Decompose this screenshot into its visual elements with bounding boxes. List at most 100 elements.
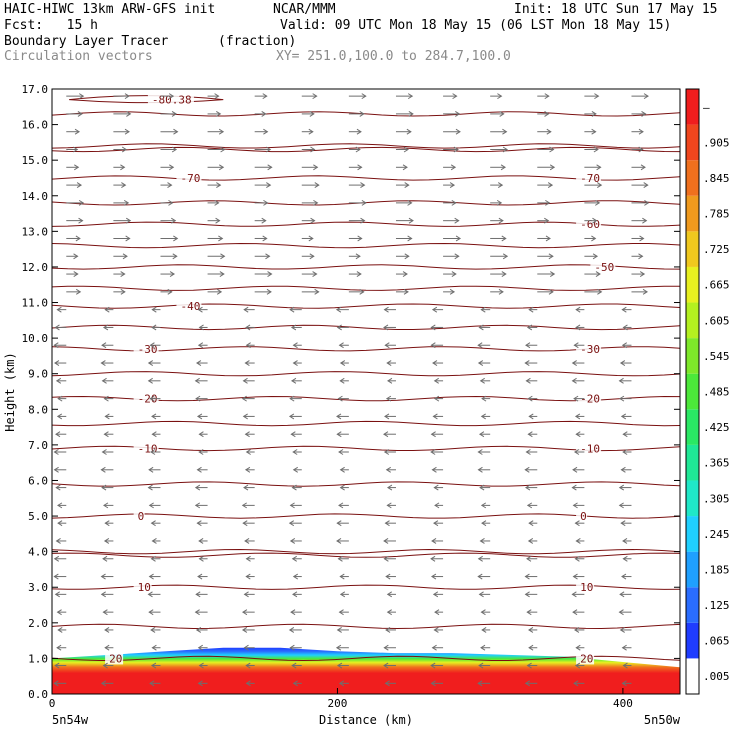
circulation-vector (195, 395, 208, 402)
vector-head (151, 538, 157, 544)
vector-head (266, 182, 272, 189)
vector-head (292, 591, 298, 598)
vector-head (403, 146, 409, 153)
circulation-vector (241, 395, 255, 402)
circulation-vector (537, 217, 550, 224)
vector-head (524, 360, 530, 366)
circulation-vector (160, 217, 177, 224)
vector-head (220, 253, 226, 260)
circulation-vector (434, 609, 444, 616)
circulation-vector (338, 680, 349, 687)
vector-head (168, 93, 175, 100)
circulation-vector (244, 538, 255, 544)
vector-head (339, 573, 345, 580)
vector-head (53, 449, 59, 455)
circulation-vector (348, 146, 361, 153)
vector-head (622, 431, 628, 438)
vector-head (262, 235, 268, 242)
circulation-vector (289, 644, 302, 651)
circulation-vector (151, 413, 161, 420)
contour-label-bg (576, 342, 602, 355)
vector-head (53, 573, 59, 580)
vector-head (338, 680, 345, 687)
vector-head (619, 395, 625, 402)
circulation-vector (618, 484, 632, 491)
vector-head (359, 110, 365, 117)
circulation-vector (207, 199, 220, 206)
vector-head (477, 680, 483, 687)
vector-head (172, 253, 178, 260)
vector-head (77, 110, 83, 117)
vector-head (197, 573, 203, 580)
vector-head (241, 502, 247, 509)
vector-head (121, 182, 127, 189)
vector-head (618, 502, 624, 509)
vector-head (101, 342, 107, 349)
vector-head (526, 555, 532, 562)
circulation-vector (254, 93, 268, 100)
circulation-vector (348, 110, 365, 117)
vector-head (194, 377, 200, 384)
circulation-vector (243, 644, 255, 651)
vector-head (454, 217, 460, 224)
circulation-vector (335, 306, 349, 313)
vector-head (168, 164, 175, 171)
circulation-vector (55, 484, 67, 491)
y-tick-label: 5.0 (28, 510, 48, 523)
vector-head (289, 306, 295, 313)
circulation-vector (524, 360, 538, 366)
circulation-vector (477, 573, 491, 580)
vector-head (100, 573, 106, 580)
circulation-vector (336, 627, 349, 633)
vector-head (336, 627, 342, 633)
vector-head (638, 146, 644, 153)
vector-head (573, 342, 579, 349)
y-tick-label: 2.0 (28, 617, 48, 630)
circulation-vector (433, 484, 444, 491)
circulation-vector (198, 449, 208, 455)
vector-head (406, 128, 412, 135)
circulation-vector (479, 484, 491, 491)
circulation-vector (290, 431, 302, 438)
vector-head (216, 182, 222, 189)
circulation-vector (537, 128, 552, 135)
colorbar-label: .245 (703, 528, 730, 541)
circulation-vector (348, 93, 367, 100)
vector-head (619, 627, 625, 633)
vector-head (478, 591, 484, 598)
y-axis-title: Height (km) (3, 352, 17, 431)
vector-head (621, 573, 627, 580)
circulation-vector (254, 182, 272, 189)
circulation-vector (432, 360, 444, 366)
vector-head (54, 360, 60, 366)
circulation-vector (525, 484, 538, 491)
colorbar-swatch (686, 160, 699, 196)
circulation-vector (100, 591, 114, 598)
circulation-vector (194, 609, 208, 616)
circulation-vector (207, 146, 226, 153)
circulation-vector (622, 324, 632, 331)
circulation-vector (490, 128, 508, 135)
vector-head (195, 591, 201, 598)
circulation-vector (431, 538, 444, 544)
circulation-vector (477, 466, 491, 473)
circulation-vector (478, 431, 491, 438)
contour-label-bg (133, 342, 159, 355)
circulation-vector (113, 93, 130, 100)
vector-head (404, 253, 410, 260)
vector-head (100, 591, 106, 598)
vector-title: Circulation vectors (4, 49, 153, 64)
vector-head (198, 449, 204, 455)
circulation-vector (301, 199, 319, 206)
vector-head (549, 164, 556, 171)
vector-head (151, 431, 157, 438)
vector-head (194, 609, 200, 616)
vector-head (102, 662, 108, 669)
circulation-vector (573, 449, 585, 455)
circulation-vector (289, 502, 302, 509)
vector-head (431, 644, 437, 651)
contour-label-bg (105, 652, 124, 665)
vector-head (526, 502, 533, 509)
circulation-vector (194, 377, 208, 384)
circulation-vector (339, 466, 349, 473)
